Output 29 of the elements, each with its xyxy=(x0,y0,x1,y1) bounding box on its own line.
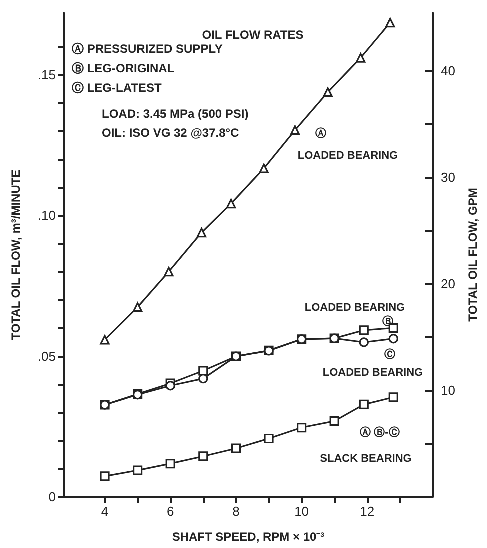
annotation: Ⓒ xyxy=(384,348,396,361)
y-tick-label: .15 xyxy=(38,67,56,82)
annotation: Ⓒ LEG-LATEST xyxy=(72,81,162,95)
annotation: Ⓐ Ⓑ-Ⓒ xyxy=(360,426,400,439)
x-axis-title: SHAFT SPEED, RPM × 10⁻³ xyxy=(172,530,325,544)
annotation: Ⓐ PRESSURIZED SUPPLY xyxy=(72,42,223,56)
annotation: OIL: ISO VG 32 @37.8°C xyxy=(102,126,240,140)
annotation: LOAD: 3.45 MPa (500 PSI) xyxy=(102,107,249,121)
x-tick-label: 4 xyxy=(101,504,109,519)
x-tick-label: 12 xyxy=(360,504,375,519)
annotation: SLACK BEARING xyxy=(320,453,412,465)
y-tick-label: .05 xyxy=(38,348,56,364)
y-tick-label: .10 xyxy=(38,208,56,224)
annotation: Ⓑ LEG-ORIGINAL xyxy=(72,62,175,76)
y2-tick-label: 10 xyxy=(441,382,456,398)
annotation: LOADED BEARING xyxy=(298,150,398,162)
annotation: LOADED BEARING xyxy=(322,367,424,379)
x-tick-label: 6 xyxy=(166,504,174,519)
x-tick-label: 10 xyxy=(294,504,310,519)
y2-tick-label: 40 xyxy=(441,63,456,78)
y2-tick-label: 30 xyxy=(441,170,456,185)
y-axis-title: TOTAL OIL FLOW, m³/MINUTE xyxy=(9,170,23,340)
x-tick-label: 8 xyxy=(232,504,240,519)
y2-axis-title: TOTAL OIL FLOW, GPM xyxy=(466,188,480,322)
y2-tick-label: 20 xyxy=(441,276,456,292)
annotation: Ⓐ xyxy=(316,127,326,140)
annotation: LOADED BEARING xyxy=(304,302,406,314)
y-tick-label: 0 xyxy=(48,490,56,504)
text: OIL FLOW RATES xyxy=(202,28,304,42)
